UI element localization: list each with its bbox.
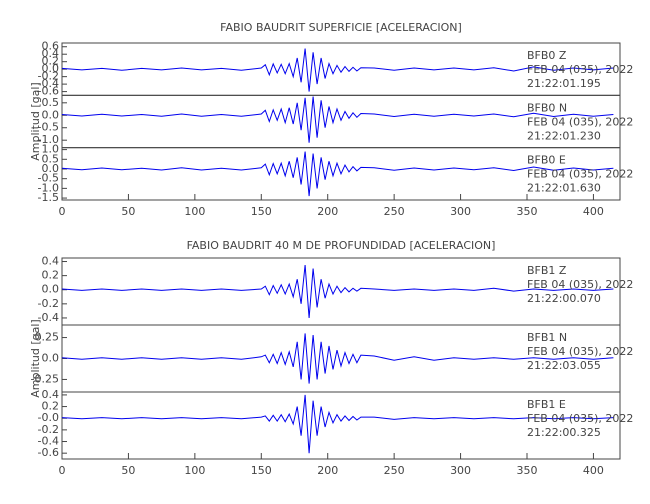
waveform — [61, 394, 614, 454]
y-tick-label: -0.2 — [38, 297, 59, 310]
x-tick-label: 400 — [583, 205, 604, 218]
y-tick-label: -0.5 — [38, 121, 59, 134]
panel-frame — [61, 391, 621, 460]
y-tick-label: -0.5 — [38, 172, 59, 185]
waveform — [61, 48, 614, 92]
time-label: 21:22:01.230 — [527, 129, 601, 142]
station-label: BFB1 Z — [527, 264, 567, 277]
y-tick-label: -0.4 — [38, 435, 59, 448]
y-tick-label: 0.0 — [42, 62, 60, 75]
x-tick-label: 0 — [59, 205, 66, 218]
date-label: FEB 04 (035), 2022 — [527, 345, 633, 358]
date-label: FEB 04 (035), 2022 — [527, 412, 633, 425]
x-tick-label: 100 — [184, 205, 205, 218]
x-tick-label: 250 — [384, 464, 405, 477]
x-tick-label: 50 — [121, 464, 135, 477]
y-tick-label: -0.2 — [38, 70, 59, 83]
y-tick-label: 0.5 — [42, 96, 60, 109]
station-label: BFB0 E — [527, 154, 566, 167]
x-tick-label: 400 — [583, 464, 604, 477]
y-tick-label: -0.6 — [38, 446, 59, 459]
date-label: FEB 04 (035), 2022 — [527, 115, 633, 128]
waveform — [61, 265, 614, 318]
x-tick-label: 150 — [251, 205, 272, 218]
y-tick-label: 0.4 — [42, 388, 60, 401]
y-tick-label: 0.0 — [42, 352, 60, 365]
x-tick-label: 50 — [121, 205, 135, 218]
chart-title: FABIO BAUDRIT SUPERFICIE [ACELERACION] — [220, 21, 462, 34]
panel-frame — [61, 147, 621, 201]
y-tick-label: -0.6 — [38, 85, 59, 98]
y-tick-label: -1.0 — [38, 133, 59, 146]
y-tick-label: 0.4 — [42, 47, 60, 60]
date-label: FEB 04 (035), 2022 — [527, 168, 633, 181]
y-tick-label: -0.25 — [31, 372, 59, 385]
time-label: 21:22:01.630 — [527, 182, 601, 195]
x-tick-label: 100 — [184, 464, 205, 477]
y-tick-label: 0.0 — [42, 162, 60, 175]
x-tick-label: 300 — [450, 205, 471, 218]
x-tick-label: 0 — [59, 464, 66, 477]
station-label: BFB1 N — [527, 331, 567, 344]
waveform — [61, 333, 614, 384]
y-tick-label: -1.5 — [38, 191, 59, 204]
x-tick-label: 350 — [517, 205, 538, 218]
y-tick-label: 0.0 — [42, 108, 60, 121]
x-tick-label: 150 — [251, 464, 272, 477]
x-tick-label: 350 — [517, 464, 538, 477]
time-label: 21:22:00.325 — [527, 426, 601, 439]
x-tick-label: 250 — [384, 205, 405, 218]
time-label: 21:22:00.070 — [527, 292, 601, 305]
y-tick-label: -0.4 — [38, 311, 59, 324]
y-tick-label: -0.2 — [38, 423, 59, 436]
y-tick-label: -1.0 — [38, 181, 59, 194]
y-tick-label: 0.2 — [42, 269, 60, 282]
y-tick-label: 0.0 — [42, 283, 60, 296]
station-label: BFB1 E — [527, 398, 566, 411]
chart-title: FABIO BAUDRIT 40 M DE PROFUNDIDAD [ACELE… — [187, 239, 496, 252]
y-tick-label: 0.5 — [42, 152, 60, 165]
y-tick-label: -0.0 — [38, 411, 59, 424]
date-label: FEB 04 (035), 2022 — [527, 63, 633, 76]
y-tick-label: 0.6 — [42, 40, 60, 53]
waveform — [61, 96, 614, 143]
waveform — [61, 151, 614, 197]
station-label: BFB0 Z — [527, 49, 567, 62]
y-axis-label: Amplitud [gal] — [29, 82, 42, 160]
y-tick-label: 1.0 — [42, 143, 60, 156]
date-label: FEB 04 (035), 2022 — [527, 278, 633, 291]
y-tick-label: 0.4 — [42, 255, 60, 268]
time-label: 21:22:03.055 — [527, 359, 601, 372]
x-tick-label: 200 — [317, 205, 338, 218]
x-tick-label: 200 — [317, 464, 338, 477]
y-tick-label: 0.25 — [35, 331, 60, 344]
y-tick-label: -0.4 — [38, 77, 59, 90]
station-label: BFB0 N — [527, 101, 567, 114]
time-label: 21:22:01.195 — [527, 77, 601, 90]
y-tick-label: 0.2 — [42, 55, 60, 68]
y-tick-label: 0.2 — [42, 400, 60, 413]
x-tick-label: 300 — [450, 464, 471, 477]
y-axis-label: Amplitud [gal] — [29, 319, 42, 397]
